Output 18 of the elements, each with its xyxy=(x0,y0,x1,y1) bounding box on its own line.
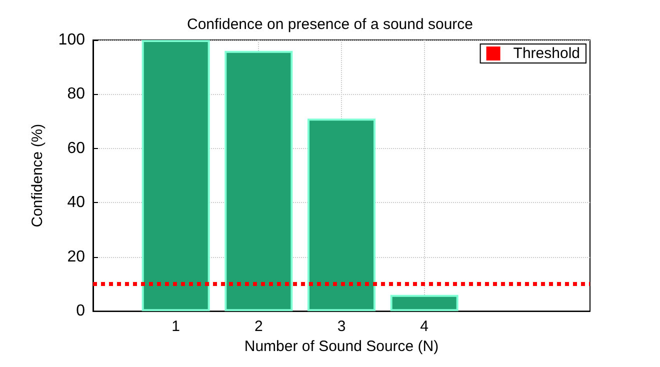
chart-title: Confidence on presence of a sound source xyxy=(186,16,474,33)
y-tick-label: 20 xyxy=(67,248,86,266)
bar xyxy=(224,50,293,312)
legend-label: Threshold xyxy=(513,45,580,62)
y-axis-title: Confidence (%) xyxy=(29,124,46,228)
x-tick-label: 1 xyxy=(172,318,180,336)
y-tick-label: 80 xyxy=(67,86,86,103)
bar xyxy=(308,118,376,312)
y-tick-label: 40 xyxy=(67,194,86,212)
bar xyxy=(390,294,458,312)
x-tick-label: 4 xyxy=(420,318,429,336)
x-tick-label: 3 xyxy=(337,318,346,336)
y-tick-label: 60 xyxy=(67,140,86,157)
bar xyxy=(142,40,210,312)
y-tick-label: 0 xyxy=(76,302,86,320)
x-tick-label: 2 xyxy=(254,318,263,336)
y-tick-label: 100 xyxy=(58,32,86,48)
x-axis-title: Number of Sound Source (N) xyxy=(244,338,439,355)
